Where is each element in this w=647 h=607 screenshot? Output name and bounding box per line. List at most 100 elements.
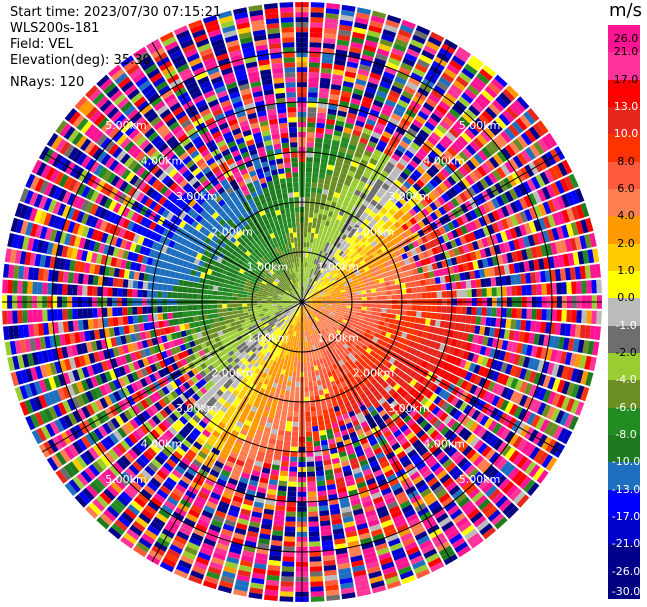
- gate-cell: [312, 269, 316, 275]
- gate-cell: [440, 168, 450, 179]
- gate-cell: [309, 291, 314, 296]
- gate-cell: [455, 314, 462, 323]
- gate-cell: [312, 172, 319, 178]
- gate-cell: [576, 310, 582, 323]
- gate-cell: [317, 490, 327, 497]
- gate-cell: [443, 164, 454, 175]
- gate-cell: [312, 288, 318, 293]
- gate-cell: [345, 257, 352, 263]
- gate-cell: [351, 303, 357, 307]
- gate-cell: [290, 456, 298, 462]
- gate-cell: [512, 138, 524, 152]
- gate-cell: [284, 430, 292, 437]
- gate-cell: [329, 277, 335, 283]
- gate-cell: [341, 240, 348, 247]
- gate-cell: [297, 356, 301, 362]
- gate-cell: [338, 264, 344, 270]
- gate-cell: [286, 421, 293, 427]
- gate-cell: [288, 471, 297, 477]
- gate-cell: [321, 275, 326, 281]
- gate-cell: [308, 521, 319, 527]
- gate-cell: [310, 285, 315, 291]
- gate-cell: [312, 243, 316, 249]
- gate-cell: [293, 416, 299, 422]
- gate-cell: [370, 284, 376, 289]
- gate-cell: [450, 84, 463, 96]
- gate-cell: [379, 112, 390, 122]
- gate-cell: [406, 293, 412, 299]
- gate-cell: [379, 80, 392, 90]
- gate-cell: [433, 175, 443, 185]
- gate-cell: [361, 211, 369, 219]
- gate-cell: [581, 310, 587, 324]
- gate-cell: [323, 270, 328, 276]
- gate-cell: [354, 230, 361, 238]
- gate-cell: [376, 304, 382, 308]
- gate-cell: [414, 63, 428, 74]
- gate-cell: [448, 108, 461, 119]
- gate-cell: [425, 154, 436, 164]
- gate-cell: [310, 268, 314, 274]
- gate-cell: [325, 13, 339, 20]
- gate-cell: [412, 182, 422, 192]
- gate-cell: [432, 108, 445, 119]
- gate-cell: [312, 263, 316, 269]
- gate-cell: [485, 159, 496, 172]
- gate-cell: [312, 380, 318, 387]
- gate-cell: [431, 291, 437, 299]
- gate-cell: [331, 139, 340, 147]
- gate-cell: [307, 107, 317, 113]
- gate-cell: [317, 485, 327, 492]
- gate-cell: [389, 224, 397, 232]
- gate-cell: [401, 214, 409, 223]
- gate-cell: [362, 171, 371, 179]
- gate-cell: [367, 113, 378, 122]
- gate-cell: [439, 182, 449, 192]
- gate-cell: [292, 371, 297, 377]
- gate-cell: [297, 361, 301, 367]
- gate-cell: [458, 116, 470, 128]
- gate-cell: [305, 197, 310, 203]
- gate-cell: [310, 279, 314, 285]
- gate-cell: [418, 129, 430, 139]
- gate-cell: [340, 14, 354, 22]
- gate-cell: [354, 189, 362, 197]
- gate-cell: [561, 282, 567, 295]
- gate-cell: [440, 283, 447, 291]
- gate-cell: [411, 311, 417, 317]
- gate-cell: [364, 39, 378, 48]
- gate-cell: [397, 217, 405, 226]
- gate-cell: [309, 292, 314, 296]
- gate-cell: [339, 19, 353, 27]
- gate-cell: [416, 286, 422, 293]
- gate-cell: [283, 440, 291, 447]
- gate-cell: [447, 146, 458, 157]
- gate-cell: [398, 197, 407, 206]
- gate-cell: [401, 90, 414, 100]
- gate-cell: [350, 234, 357, 241]
- gate-cell: [313, 435, 320, 442]
- gate-cell: [384, 281, 391, 287]
- gate-cell: [305, 182, 311, 188]
- gate-cell: [304, 267, 307, 273]
- gate-cell: [410, 281, 416, 288]
- gate-cell: [481, 89, 494, 102]
- gate-cell: [421, 292, 427, 299]
- gate-cell: [429, 164, 440, 175]
- gate-cell: [278, 378, 284, 385]
- gate-cell: [306, 262, 310, 268]
- gate-cell: [365, 34, 380, 43]
- gate-cell: [416, 305, 422, 311]
- gate-cell: [374, 94, 386, 104]
- gate-cell: [304, 202, 310, 208]
- gate-cell: [408, 76, 421, 87]
- gate-cell: [367, 30, 381, 39]
- gate-cell: [382, 230, 389, 238]
- gate-cell: [324, 271, 330, 277]
- gate-cell: [309, 47, 322, 53]
- gate-cell: [442, 116, 454, 127]
- gate-cell: [336, 115, 346, 122]
- gate-cell: [310, 586, 324, 592]
- gate-cell: [307, 122, 316, 128]
- gate-cell: [316, 405, 322, 411]
